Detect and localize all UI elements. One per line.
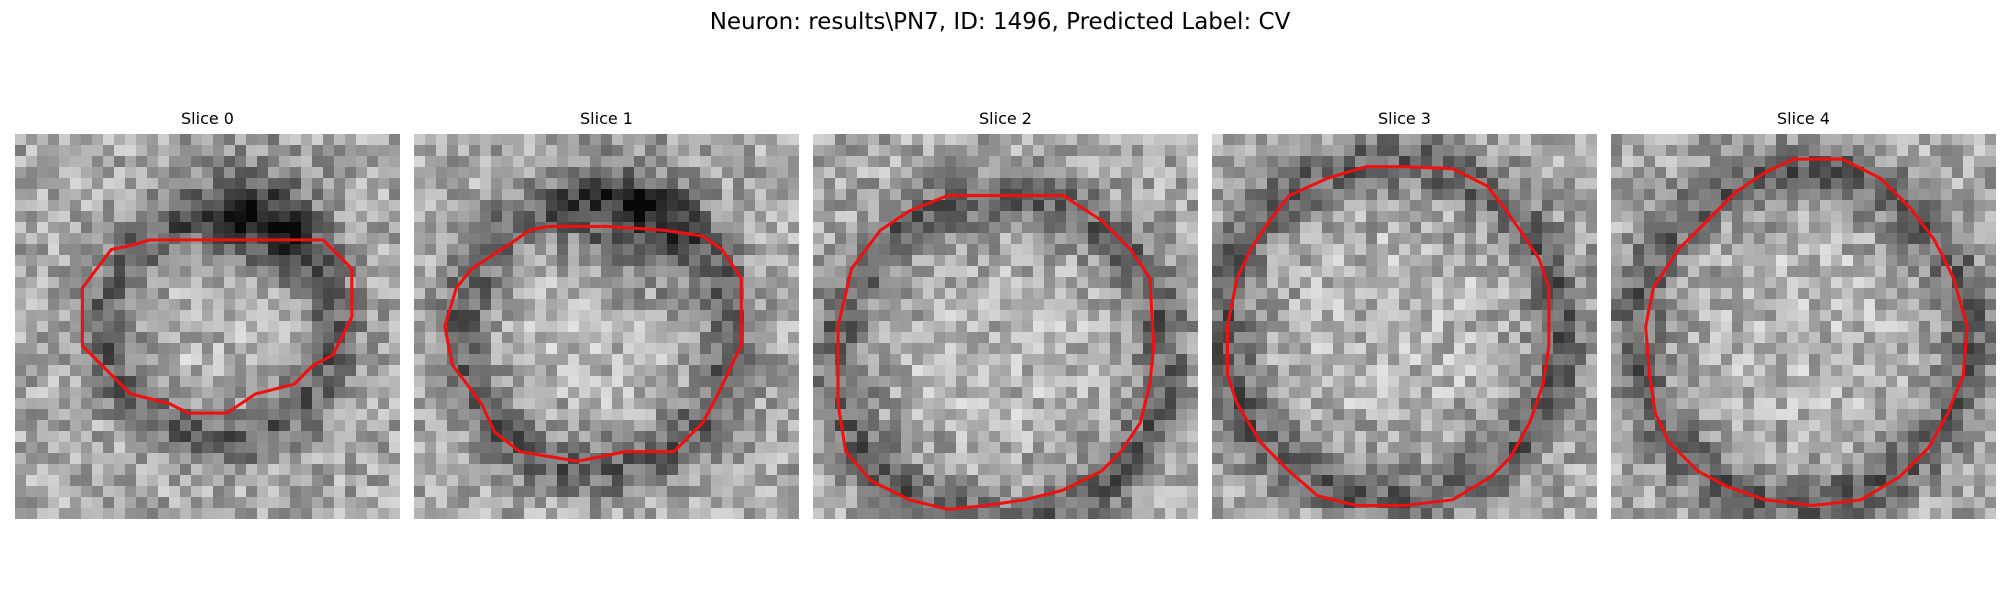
- slice-image: [813, 134, 1198, 519]
- slice-title: Slice 3: [1378, 109, 1431, 128]
- slice-image: [1212, 134, 1597, 519]
- slice-image: [15, 134, 400, 519]
- slice-title: Slice 2: [979, 109, 1032, 128]
- slice-image: [1611, 134, 1996, 519]
- slice-title: Slice 1: [580, 109, 633, 128]
- slice-panel-4: Slice 4: [1611, 108, 1996, 519]
- slice-panel-1: Slice 1: [414, 108, 799, 519]
- slice-title: Slice 0: [181, 109, 234, 128]
- slice-title: Slice 4: [1777, 109, 1830, 128]
- slice-panel-2: Slice 2: [813, 108, 1198, 519]
- slice-panel-0: Slice 0: [15, 108, 400, 519]
- figure-title: Neuron: results\PN7, ID: 1496, Predicted…: [709, 9, 1291, 35]
- slice-panel-3: Slice 3: [1212, 108, 1597, 519]
- slice-image: [414, 134, 799, 519]
